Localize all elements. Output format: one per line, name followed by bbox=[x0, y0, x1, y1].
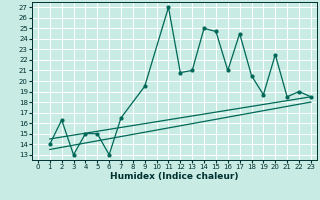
X-axis label: Humidex (Indice chaleur): Humidex (Indice chaleur) bbox=[110, 172, 239, 181]
